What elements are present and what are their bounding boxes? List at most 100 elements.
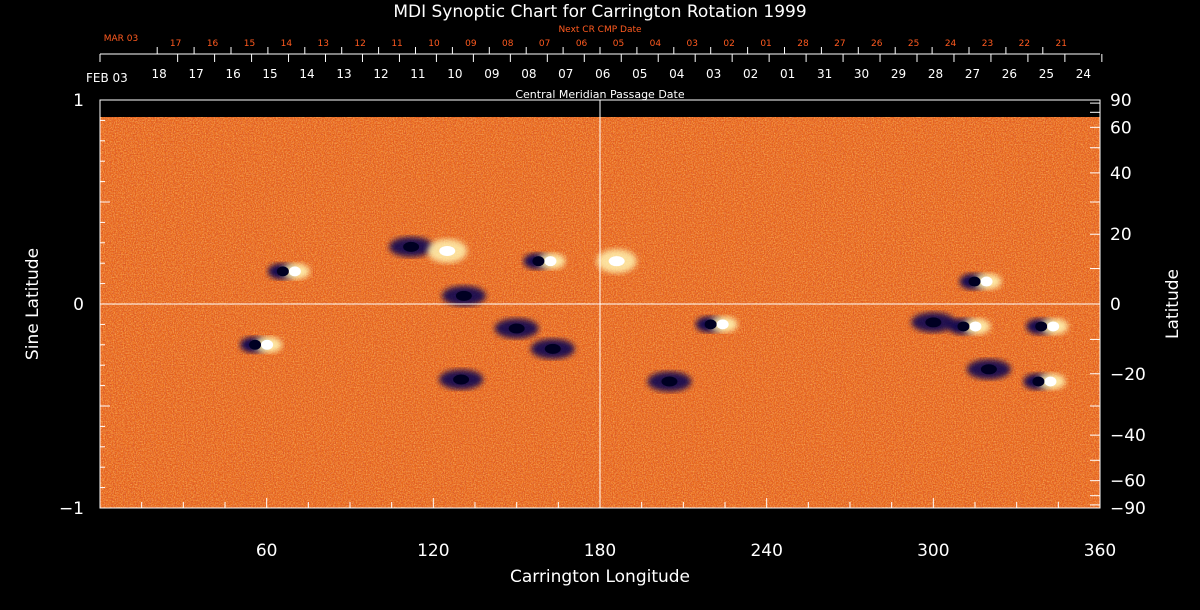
y-left-tick-label: 0 <box>73 295 84 315</box>
active-region-core <box>455 290 472 301</box>
active-region-core <box>453 374 470 385</box>
next-cmp-date-label: 17 <box>170 39 181 49</box>
active-region-core <box>261 339 274 350</box>
next-cmp-date-label: 04 <box>650 39 662 49</box>
x-tick-label: 180 <box>584 541 616 561</box>
cmp-date-label: 25 <box>1039 67 1054 81</box>
next-cmp-date-label: 03 <box>687 39 698 49</box>
x-tick-label: 120 <box>417 541 449 561</box>
y-right-tick-label: 0 <box>1110 295 1121 315</box>
cmp-date-label: 02 <box>743 67 758 81</box>
y-axis-left-label: Sine Latitude <box>23 248 43 360</box>
cmp-date-label: 15 <box>262 67 277 81</box>
cmp-date-label: 05 <box>632 67 647 81</box>
next-cmp-date-label: 11 <box>391 39 402 49</box>
next-cmp-date-label: 22 <box>1019 39 1030 49</box>
active-region-core <box>1044 376 1057 387</box>
cmp-date-label: 29 <box>891 67 906 81</box>
y-axis-left: 1 0 −1 <box>59 91 110 519</box>
cmp-axis-label: Central Meridian Passage Date <box>515 88 684 101</box>
cmp-date-label: 13 <box>336 67 351 81</box>
active-region-core <box>288 266 301 277</box>
next-cmp-date-label: 08 <box>502 39 514 49</box>
cmp-date-label: 14 <box>299 67 314 81</box>
next-cmp-date-label: 15 <box>244 39 255 49</box>
y-right-tick-label: 60 <box>1110 118 1132 138</box>
next-cmp-date-label: 25 <box>908 39 919 49</box>
cmp-date-label: 12 <box>373 67 388 81</box>
active-region-core <box>704 319 717 330</box>
cmp-date-axis: 18 17 16 15 14 13 12 11 10 09 08 07 06 05 04 03 02 01 31 30… <box>99 54 1103 81</box>
active-region-core <box>544 343 561 354</box>
cmp-date-label: 18 <box>152 67 167 81</box>
y-axis-right: 90 60 40 20 0 −20 −40 −60 −90 <box>1090 91 1146 519</box>
next-cmp-date-label: 02 <box>723 39 734 49</box>
active-region-core <box>969 321 982 332</box>
y-right-tick-label: 20 <box>1110 225 1132 245</box>
active-region-core <box>716 319 729 330</box>
active-region-core <box>532 256 545 267</box>
cmp-date-label: 16 <box>225 67 240 81</box>
active-region-core <box>957 321 970 332</box>
next-cmp-date-label: 14 <box>281 39 293 49</box>
y-left-tick-label: −1 <box>59 499 84 519</box>
y-right-tick-label: −20 <box>1110 365 1146 385</box>
y-axis-right-label: Latitude <box>1163 269 1183 339</box>
next-cmp-date-label: 10 <box>428 39 440 49</box>
x-tick-label: 240 <box>750 541 782 561</box>
next-cmp-date-label: 26 <box>871 39 883 49</box>
y-right-tick-label: −90 <box>1110 499 1146 519</box>
active-region-core <box>661 376 678 387</box>
cmp-date-label: 11 <box>410 67 425 81</box>
cmp-date-label: 01 <box>780 67 795 81</box>
cmp-date-label: 17 <box>188 67 203 81</box>
active-region-core <box>1047 321 1060 332</box>
active-region-core <box>249 339 262 350</box>
active-region-core <box>968 276 981 287</box>
y-right-tick-label: −40 <box>1110 426 1146 446</box>
cmp-date-label: 09 <box>484 67 499 81</box>
cmp-date-label: 04 <box>669 67 684 81</box>
next-cmp-date-label: 13 <box>318 39 329 49</box>
y-right-tick-label: 40 <box>1110 164 1132 184</box>
cmp-date-label: 26 <box>1002 67 1017 81</box>
cmp-date-label: 27 <box>965 67 980 81</box>
chart-title: MDI Synoptic Chart for Carrington Rotati… <box>393 2 806 22</box>
active-region-core <box>1035 321 1048 332</box>
cmp-date-label: 24 <box>1076 67 1091 81</box>
next-cmp-date-label: 24 <box>945 39 957 49</box>
next-cmp-month-label: MAR 03 <box>104 34 139 44</box>
active-region-core <box>544 256 557 267</box>
next-cmp-date-label: 21 <box>1056 39 1067 49</box>
next-cmp-date-label: 28 <box>797 39 809 49</box>
cmp-date-label: 31 <box>817 67 832 81</box>
cmp-date-label: 07 <box>558 67 573 81</box>
active-region-core <box>1032 376 1045 387</box>
cmp-date-label: 06 <box>595 67 610 81</box>
cmp-date-label: 03 <box>706 67 721 81</box>
y-left-tick-label: 1 <box>73 91 84 111</box>
cmp-month-label: FEB 03 <box>86 71 128 85</box>
next-cmp-date-label: 09 <box>465 39 477 49</box>
cmp-date-label: 28 <box>928 67 943 81</box>
cmp-date-label: 30 <box>854 67 869 81</box>
next-cmp-date-label: 23 <box>982 39 993 49</box>
x-axis: 60 120 180 240 300 360 <box>99 498 1116 561</box>
next-cmp-date-label: 27 <box>834 39 845 49</box>
next-cmp-date-label: 05 <box>613 39 624 49</box>
next-cmp-date-label: 01 <box>760 39 771 49</box>
x-tick-label: 360 <box>1084 541 1116 561</box>
cmp-date-label: 08 <box>521 67 536 81</box>
active-region-core <box>608 256 625 267</box>
next-cmp-date-label: 16 <box>207 39 219 49</box>
active-region-core <box>925 317 942 328</box>
active-region-core <box>439 245 456 256</box>
x-tick-label: 300 <box>917 541 949 561</box>
x-tick-label: 60 <box>256 541 278 561</box>
next-cmp-date-label: 06 <box>576 39 588 49</box>
active-region-core <box>508 323 525 334</box>
cmp-date-label: 10 <box>447 67 462 81</box>
next-cmp-axis-label: Next CR CMP Date <box>558 25 642 35</box>
next-cmp-date-label: 07 <box>539 39 550 49</box>
